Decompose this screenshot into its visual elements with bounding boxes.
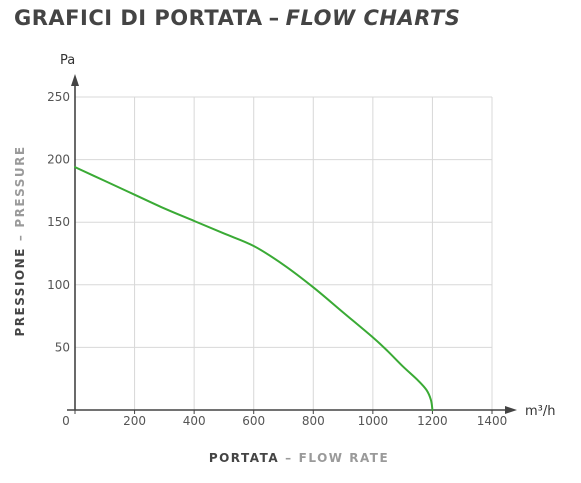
title-separator: – [268, 6, 280, 30]
x-tick-label-200: 200 [123, 414, 146, 428]
y-axis-title-secondary: PRESSURE [13, 145, 27, 227]
x-tick-label-1400: 1400 [477, 414, 508, 428]
x-tick-label-1000: 1000 [358, 414, 389, 428]
title-english: FLOW CHARTS [285, 6, 461, 30]
x-tick-label-600: 600 [242, 414, 265, 428]
axis-layer [67, 74, 517, 414]
y-tick-label-250: 250 [47, 90, 70, 104]
x-axis-title-separator: – [285, 451, 293, 465]
y-axis-title: PRESSIONE – PRESSURE [13, 145, 27, 336]
x-axis-arrow [505, 406, 517, 414]
y-tick-label-200: 200 [47, 153, 70, 167]
y-axis-arrow [71, 74, 79, 86]
page-title: GRAFICI DI PORTATA – FLOW CHARTS [14, 6, 460, 30]
x-unit-label: m³/h [525, 404, 556, 419]
x-axis-title-primary: PORTATA [209, 451, 279, 465]
series-line-0 [74, 166, 434, 411]
y-tick-label-100: 100 [47, 278, 70, 292]
x-axis-title: PORTATA – FLOW RATE [209, 451, 389, 465]
y-axis-title-separator: – [13, 234, 27, 242]
y-tick-label-150: 150 [47, 215, 70, 229]
y-unit-label: Pa [60, 53, 75, 68]
x-tick-label-800: 800 [302, 414, 325, 428]
y-axis-title-primary: PRESSIONE [13, 247, 27, 336]
x-tick-label-400: 400 [183, 414, 206, 428]
x-tick-label-1200: 1200 [417, 414, 448, 428]
x-axis-title-secondary: FLOW RATE [299, 451, 390, 465]
grid-layer [75, 96, 493, 410]
x-tick-label-0: 0 [62, 414, 70, 428]
title-italian: GRAFICI DI PORTATA [14, 6, 263, 30]
tick-labels: 0 200 400 600 800 1000 1200 1400 50 100 150 200 250 [47, 90, 507, 428]
y-tick-label-50: 50 [55, 340, 70, 354]
curve-layer [74, 166, 434, 411]
